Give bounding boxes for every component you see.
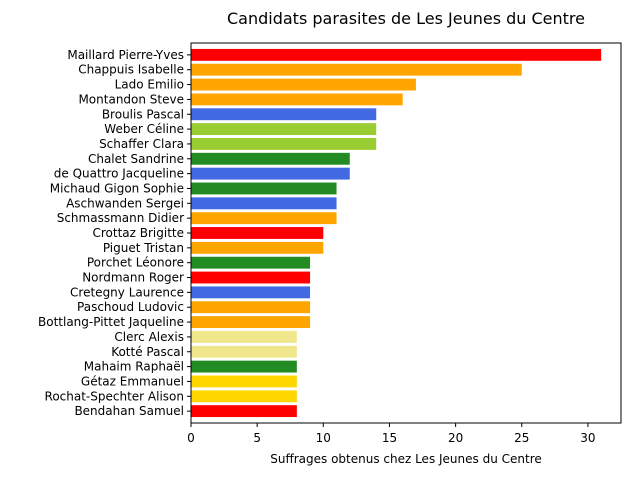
x-tick-label: 30 [580,431,595,445]
bar [191,286,311,299]
x-axis-ticks: 0 5 10 15 20 25 30 [187,423,596,445]
x-axis-label: Suffrages obtenus chez Les Jeunes du Cen… [270,452,542,466]
bar [191,123,377,136]
bar [191,256,311,269]
bar [191,316,311,328]
bar [191,360,297,373]
y-tick-label: Weber Céline [104,122,184,136]
bar [191,405,297,418]
y-tick-label: Porchet Léonore [87,256,184,270]
bar [191,48,602,61]
chart-title: Candidats parasites de Les Jeunes du Cen… [227,9,585,28]
x-tick-label: 20 [448,431,463,445]
bar [191,197,337,210]
x-tick-label: 10 [316,431,331,445]
y-tick-label: de Quattro Jacqueline [54,167,184,181]
y-tick-label: Chalet Sandrine [88,152,184,166]
y-tick-label: Bottlang-Pittet Jaqueline [38,315,184,329]
bar [191,93,403,106]
bar [191,212,337,225]
bar [191,78,416,91]
bar [191,167,350,180]
y-tick-label: Lado Emilio [115,78,184,92]
y-tick-label: Clerc Alexis [114,330,184,344]
y-tick-label: Schaffer Clara [99,137,184,151]
y-tick-label: Bendahan Samuel [74,404,184,418]
bar [191,390,297,403]
bar [191,330,297,343]
y-tick-label: Paschoud Ludovic [77,300,184,314]
y-tick-label: Nordmann Roger [82,271,184,285]
y-tick-label: Maillard Pierre-Yves [67,48,184,62]
bar [191,108,377,121]
bar [191,182,337,195]
plot-frame [190,42,622,424]
bar [191,375,297,388]
y-tick-label: Piguet Tristan [103,241,184,255]
bar [191,271,311,284]
y-tick-label: Montandon Steve [78,92,184,106]
x-tick-label: 0 [187,431,195,445]
x-tick-label: 15 [382,431,397,445]
bar [191,345,297,358]
y-tick-label: Crottaz Brigitte [92,226,184,240]
bar [191,227,324,239]
y-tick-label: Mahaim Raphaël [84,360,184,374]
y-tick-label: Gétaz Emmanuel [81,374,184,388]
bar [191,63,522,76]
y-tick-label: Cretegny Laurence [70,285,184,299]
y-tick-label: Kotté Pascal [111,345,184,359]
y-tick-label: Schmassmann Didier [57,211,184,225]
bar [191,241,324,254]
bar [191,152,350,165]
x-tick-label: 5 [253,431,261,445]
y-tick-label: Broulis Pascal [102,107,184,121]
y-tick-label: Aschwanden Sergei [66,196,184,210]
y-tick-label: Rochat-Spechter Alison [45,389,184,403]
y-tick-label: Michaud Gigon Sophie [50,181,184,195]
bar [191,138,377,150]
bar [191,301,311,314]
y-tick-label: Chappuis Isabelle [78,63,184,77]
bars-group [191,48,602,418]
x-tick-label: 25 [514,431,529,445]
